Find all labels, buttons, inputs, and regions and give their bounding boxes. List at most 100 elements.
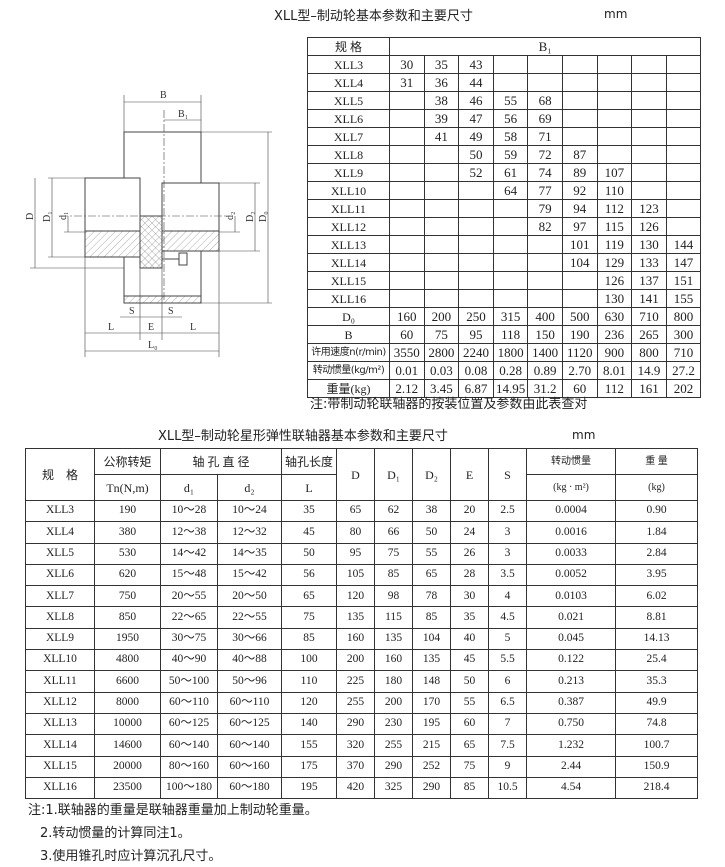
cell: 30 xyxy=(450,585,490,608)
cell: 4800 xyxy=(94,649,161,672)
cell: 290 xyxy=(412,776,452,800)
cell: 0.750 xyxy=(526,712,617,736)
cell xyxy=(492,289,529,308)
cell: 115 xyxy=(596,217,633,236)
cell: 68 xyxy=(527,91,563,110)
header-d1: d₁ xyxy=(160,474,218,501)
header-D1: D₁ xyxy=(374,448,414,501)
cell: 98 xyxy=(374,585,414,608)
cell: 160 xyxy=(389,307,425,326)
cell: 14.13 xyxy=(615,627,699,651)
cell: 325 xyxy=(374,776,414,800)
header-L: L xyxy=(281,474,338,501)
header-inertia: 转动惯量 xyxy=(526,448,617,475)
cell: 710 xyxy=(665,343,702,362)
cell: 1800 xyxy=(492,343,529,362)
cell xyxy=(631,163,667,182)
cell: 39 xyxy=(423,109,460,128)
cell: 255 xyxy=(374,734,414,757)
table-row: XLL7 750 20～55 20～50 65 120 98 78 30 4 0.0103 6.02 xyxy=(25,585,699,608)
cell: 8000 xyxy=(94,691,161,714)
cell: 135 xyxy=(374,627,414,651)
cell xyxy=(665,181,702,200)
cell: 200 xyxy=(336,649,376,672)
row-label: B xyxy=(307,325,390,344)
cell: 65 xyxy=(336,499,376,523)
cell: 77 xyxy=(527,181,563,200)
cell: 107 xyxy=(596,163,633,182)
cell xyxy=(492,199,529,218)
cell: XLL3 xyxy=(25,499,95,523)
cell: 38 xyxy=(423,91,460,110)
cell: 380 xyxy=(94,521,161,544)
row-label: XLL7 xyxy=(307,127,390,146)
cell: 31.2 xyxy=(527,379,563,398)
cell xyxy=(561,289,598,308)
cell: 3.95 xyxy=(615,563,699,587)
cell: 50～100 xyxy=(160,670,218,693)
cell: 0.90 xyxy=(615,499,699,523)
table-row: XLL13 101 119 130 144 xyxy=(307,235,702,254)
cell: 850 xyxy=(94,606,161,629)
cell xyxy=(389,181,425,200)
cell: 75 xyxy=(423,325,460,344)
label-L-left: L xyxy=(108,322,114,333)
header-b1: B₁ xyxy=(388,37,702,56)
cell: 900 xyxy=(596,343,633,362)
cell: 100～180 xyxy=(160,776,218,800)
cell xyxy=(389,127,425,146)
cell: 129 xyxy=(596,253,633,272)
cell xyxy=(596,109,633,128)
cell: 59 xyxy=(492,145,529,164)
cell: 150.9 xyxy=(615,755,699,778)
cell: 8.81 xyxy=(615,606,699,629)
cell: 22～55 xyxy=(216,606,283,629)
cell: 14.95 xyxy=(492,379,529,398)
cell: XLL16 xyxy=(25,776,95,800)
cell: 190 xyxy=(561,325,598,344)
cell: 118 xyxy=(492,325,529,344)
bottom-title: XLL型–制动轮星形弹性联轴器基本参数和主要尺寸 xyxy=(158,429,448,444)
cell xyxy=(561,91,598,110)
row-label: XLL3 xyxy=(307,55,390,74)
cell xyxy=(492,253,529,272)
label-D0: D₀ xyxy=(258,211,269,222)
cell: 56 xyxy=(492,109,529,128)
cell: 126 xyxy=(631,217,667,236)
row-label: XLL13 xyxy=(307,235,390,254)
cell xyxy=(389,217,425,236)
header-torque-unit: Tn(N,m) xyxy=(94,474,161,501)
cell: 230 xyxy=(374,712,414,736)
cell xyxy=(458,181,494,200)
cell xyxy=(596,145,633,164)
cell: 105 xyxy=(336,563,376,587)
cell: 0.0103 xyxy=(526,585,617,608)
cell: XLL13 xyxy=(25,712,95,736)
cell: 60～110 xyxy=(160,691,218,714)
table-row: XLL9 52 61 74 89 107 xyxy=(307,163,702,182)
cell: 6600 xyxy=(94,670,161,693)
cell: 69 xyxy=(527,109,563,128)
cell xyxy=(631,145,667,164)
cell: 9 xyxy=(488,755,528,778)
table-row: XLL7 41 49 58 71 xyxy=(307,127,702,146)
cell: 161 xyxy=(631,379,667,398)
cell: 3550 xyxy=(389,343,425,362)
cell: 55 xyxy=(450,691,490,714)
table-row: XLL16 130 141 155 xyxy=(307,289,702,308)
table-row: 转动惯量(kg/m²) 0.01 0.03 0.08 0.28 0.89 2.70 8.01 1… xyxy=(307,361,702,380)
cell xyxy=(492,271,529,290)
cell: 160 xyxy=(336,627,376,651)
cell: 30～75 xyxy=(160,627,218,651)
cell xyxy=(423,217,460,236)
cell: 14～35 xyxy=(216,542,283,565)
cell: 60～180 xyxy=(216,776,283,800)
cell xyxy=(665,55,702,74)
cell: 15～48 xyxy=(160,563,218,587)
cell: 43 xyxy=(458,55,494,74)
cell xyxy=(665,145,702,164)
cell: 195 xyxy=(412,712,452,736)
cell: 36 xyxy=(423,73,460,92)
cell: 85 xyxy=(412,606,452,629)
table-row: 许用速度n(r/min) 3550 2800 2240 1800 1400 1120 900 8… xyxy=(307,343,702,362)
